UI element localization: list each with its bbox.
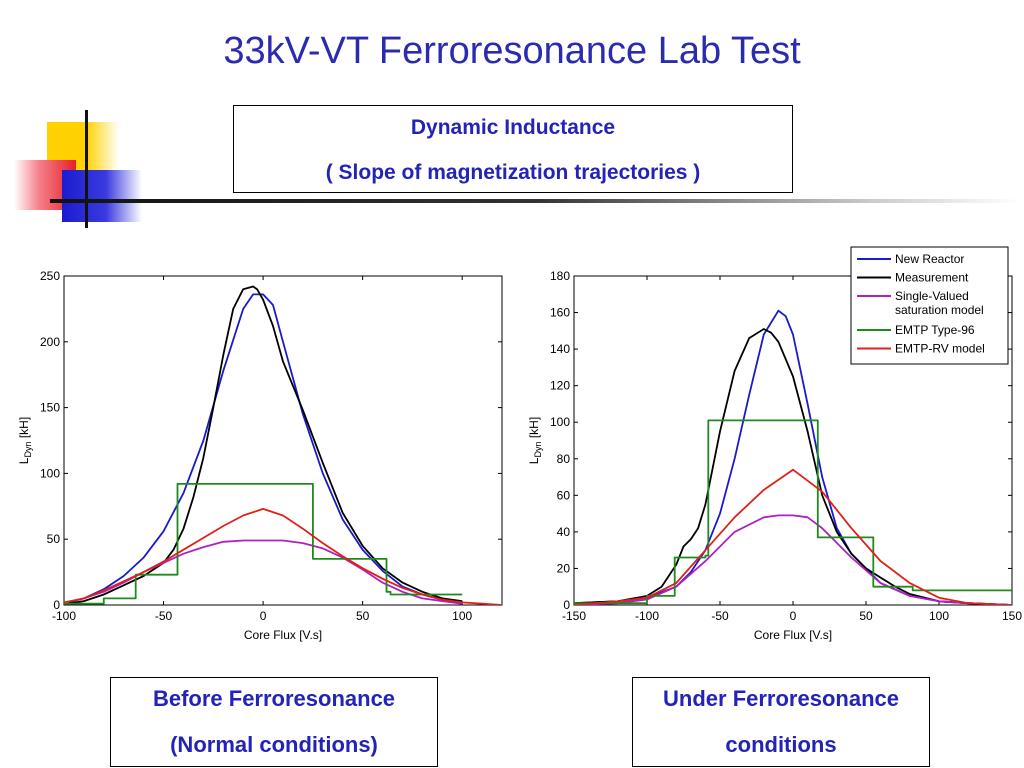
series-line-measurement (574, 328, 1012, 605)
x-tick-label: 0 (260, 609, 267, 623)
y-tick-label: 40 (557, 525, 571, 539)
y-tick-label: 50 (47, 532, 61, 546)
x-tick-label: -100 (635, 609, 659, 623)
series-line-measurement (67, 285, 463, 605)
caption-before: Before Ferroresonance (Normal conditions… (110, 677, 438, 767)
legend-label-emtp-rv-model: EMTP-RV model (895, 342, 985, 356)
y-axis-label: LDyn [kH] (17, 417, 33, 464)
series-line-emtp-rv-model (574, 468, 1012, 605)
legend-label-single-valued-saturation-model: saturation model (895, 303, 984, 317)
plot-frame (63, 275, 503, 606)
x-tick-label: 100 (452, 609, 472, 623)
caption-under-line-2: conditions (725, 732, 837, 757)
x-tick-label: 100 (929, 609, 949, 623)
y-tick-label: 160 (550, 306, 570, 320)
x-tick-label: -50 (155, 609, 173, 623)
y-tick-label: 150 (40, 401, 60, 415)
series-line-new-reactor (67, 293, 463, 604)
chart-under-ferroresonance: -150 -100 -50 0 50 100 150 0 20 40 60 80 100 120 140 16… (527, 246, 1022, 642)
y-tick-label: 250 (40, 269, 60, 283)
subtitle-line-2: ( Slope of magnetization trajectories ) (325, 161, 701, 184)
y-tick-label: 100 (40, 466, 60, 480)
x-axis-label: Core Flux [V.s] (244, 628, 322, 642)
y-tick-label: 100 (550, 415, 570, 429)
x-tick-label: 50 (859, 609, 873, 623)
y-tick-label: 180 (550, 269, 570, 283)
subtitle-line-1: Dynamic Inductance (410, 116, 616, 139)
y-tick-label: 140 (550, 342, 570, 356)
caption-before-line-2: (Normal conditions) (170, 732, 378, 757)
y-tick-label: 0 (563, 598, 570, 612)
legend-label-emtp-type-96: EMTP Type-96 (895, 323, 975, 337)
y-tick-label: 0 (53, 598, 60, 612)
deco-blue-square (62, 170, 142, 222)
deco-horizontal-line (50, 199, 1020, 203)
deco-vertical-line (85, 110, 88, 228)
series-line-emtp-rv-model (64, 508, 502, 605)
y-axis-label: LDyn [kH] (527, 417, 543, 464)
x-tick-label: 50 (356, 609, 370, 623)
series-line-emtp-type-96 (574, 419, 1012, 605)
x-tick-label: -50 (711, 609, 729, 623)
x-tick-label: -150 (562, 609, 586, 623)
y-tick-label: 80 (557, 452, 571, 466)
caption-under: Under Ferroresonance conditions (632, 677, 930, 767)
caption-under-line-1: Under Ferroresonance (663, 686, 899, 711)
series-line-emtp-type-96 (64, 483, 463, 605)
y-tick-label: 60 (557, 488, 571, 502)
series-line-single-valued-saturation-model (574, 514, 1012, 605)
slide-title: 33kV-VT Ferroresonance Lab Test (223, 30, 801, 72)
x-tick-label: 150 (1002, 609, 1022, 623)
legend-label-measurement: Measurement (895, 271, 969, 285)
x-tick-label: -100 (52, 609, 76, 623)
caption-before-line-1: Before Ferroresonance (152, 686, 396, 711)
y-tick-label: 120 (550, 379, 570, 393)
x-tick-label: 0 (790, 609, 797, 623)
x-axis-label: Core Flux [V.s] (754, 628, 832, 642)
y-tick-label: 20 (557, 561, 571, 575)
chart-before-ferroresonance: -100 -50 0 50 100 0 50 100 150 200 250 Core Flux [V… (17, 269, 503, 642)
legend-label-new-reactor: New Reactor (895, 252, 964, 266)
subtitle-box: Dynamic Inductance ( Slope of magnetizat… (233, 105, 793, 193)
legend-label-single-valued-saturation-model: Single-Valued (895, 289, 969, 303)
y-tick-label: 200 (40, 335, 60, 349)
legend-box (850, 246, 1009, 365)
